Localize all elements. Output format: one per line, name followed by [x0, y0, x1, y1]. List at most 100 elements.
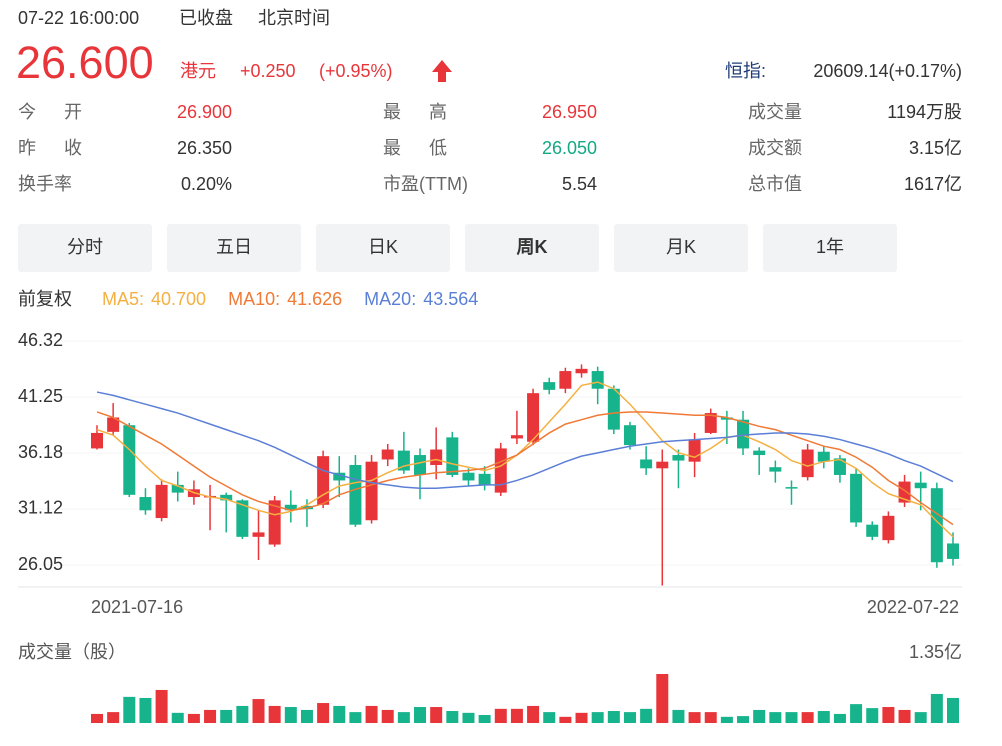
candle-body — [591, 371, 604, 389]
tab[interactable] — [316, 224, 450, 272]
stat-value: 1617亿 — [904, 174, 962, 194]
candle-body — [640, 459, 653, 469]
tab-label[interactable]: 分时 — [67, 237, 103, 257]
volume-bar — [753, 709, 766, 723]
candle-body — [107, 417, 120, 432]
volume-bar — [300, 709, 313, 723]
candle-body — [123, 425, 136, 495]
candle-body — [268, 500, 281, 545]
candle-body — [91, 432, 103, 449]
stat-label: 昨收 — [18, 138, 82, 158]
volume-bar — [801, 712, 814, 723]
stat-value: 26.050 — [542, 138, 597, 158]
y-tick-label: 41.25 — [18, 386, 63, 406]
volume-bar — [430, 707, 443, 723]
volume-bar — [349, 712, 362, 723]
volume-bar — [947, 697, 959, 723]
volume-bar — [510, 708, 523, 723]
volume-bar — [527, 705, 540, 723]
tab[interactable] — [614, 224, 748, 272]
tab[interactable] — [18, 224, 152, 272]
candle-body — [559, 371, 572, 389]
candle-body — [575, 368, 588, 374]
candle-body — [704, 413, 717, 433]
volume-bar — [656, 674, 669, 723]
candle-body — [284, 504, 297, 511]
volume-bar — [575, 712, 588, 723]
volume-tick-label: 1.35亿 — [909, 642, 962, 662]
candle-body — [446, 437, 459, 475]
tab-label[interactable]: 五日 — [216, 237, 252, 257]
volume-bar — [817, 711, 830, 723]
y-tick-label: 31.12 — [18, 498, 63, 518]
volume-bar — [850, 704, 863, 723]
candle-body — [155, 484, 168, 519]
stat-label: 总市值 — [748, 174, 802, 194]
tab-label[interactable]: 月K — [666, 237, 696, 257]
volume-bar — [381, 709, 394, 723]
candle-body — [817, 451, 830, 462]
candle-body — [171, 484, 184, 493]
adjust-label: 前复权 — [18, 289, 72, 309]
candle-body — [753, 450, 766, 456]
candle-body — [882, 515, 895, 541]
status: 已收盘 — [179, 8, 233, 28]
volume-bar — [123, 696, 136, 723]
volume-bar — [494, 708, 507, 723]
stat-value: 26.950 — [542, 102, 597, 122]
volume-bar — [171, 712, 184, 723]
candle-body — [139, 497, 152, 511]
legend-name: MA20 — [364, 289, 411, 309]
tab-label[interactable]: 1年 — [816, 237, 844, 257]
stat-label: 最高 — [383, 102, 447, 122]
volume-bar — [543, 712, 556, 723]
stat-label: 今开 — [18, 102, 82, 122]
candle-body — [236, 500, 249, 537]
volume-bar — [397, 712, 410, 723]
tab[interactable] — [167, 224, 301, 272]
volume-bar — [833, 713, 846, 723]
up-arrow — [432, 60, 452, 82]
candle-body — [769, 467, 782, 472]
volume-bar — [414, 707, 427, 723]
volume-bar — [688, 712, 701, 723]
legend-name: MA10 — [228, 289, 275, 309]
y-tick-label: 36.18 — [18, 442, 63, 462]
candle-body — [914, 482, 927, 489]
tab-label[interactable]: 日K — [368, 237, 398, 257]
index-name: 恒指: — [725, 61, 766, 81]
volume-bar — [187, 713, 200, 723]
stat-label: 换手率 — [18, 174, 72, 194]
legend-value: 41.626 — [287, 289, 342, 309]
stat-value: 1194万股 — [887, 102, 962, 122]
stat-value: 5.54 — [562, 174, 597, 194]
datetime: 07-22 16:00:00 — [18, 8, 139, 28]
tab-label[interactable]: 周K — [517, 237, 548, 257]
legend-name: MA5 — [102, 289, 139, 309]
stat-value: 3.15亿 — [909, 138, 962, 158]
volume-bar — [284, 707, 297, 723]
legend-sep: : — [411, 289, 416, 309]
volume-bar — [268, 705, 281, 723]
y-tick-label: 46.32 — [18, 330, 63, 350]
price: 26.600 — [16, 37, 154, 88]
volume-bar — [220, 709, 233, 723]
volume-bar — [898, 709, 911, 723]
timezone: 北京时间 — [258, 8, 330, 28]
ma-line — [96, 411, 954, 526]
volume-bar — [478, 715, 491, 723]
candle-body — [543, 382, 556, 390]
volume-bar — [769, 712, 782, 723]
legend-value: 40.700 — [151, 289, 206, 309]
candle-body — [801, 449, 814, 478]
tab[interactable] — [763, 224, 897, 272]
tab[interactable] — [465, 224, 599, 272]
change-pct: (+0.95%) — [319, 61, 393, 81]
candle-body — [607, 388, 620, 430]
candle-body — [833, 458, 846, 475]
candle-body — [785, 487, 798, 489]
stat-label: 最低 — [383, 138, 447, 158]
ma-line — [96, 381, 954, 538]
candle-body — [510, 435, 523, 439]
stat-value: 0.20% — [181, 174, 232, 194]
